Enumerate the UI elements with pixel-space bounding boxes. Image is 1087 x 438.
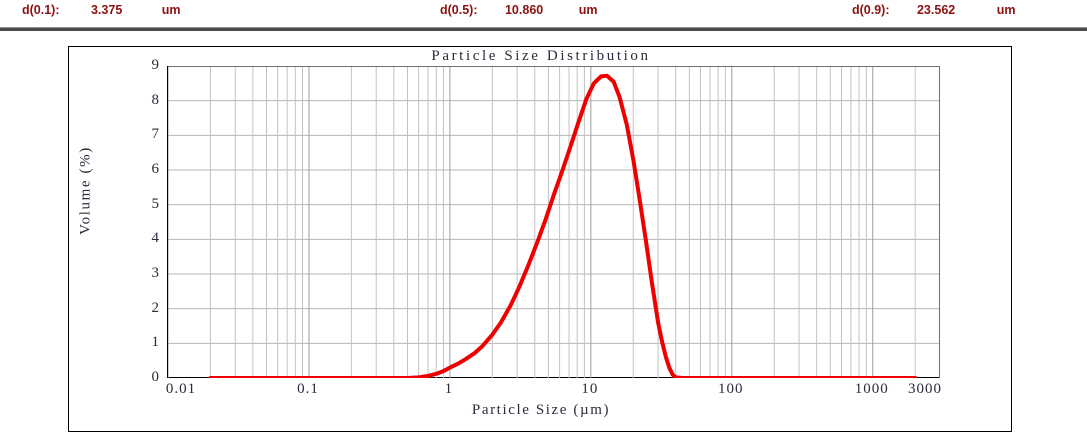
y-axis-title: Volume (%) (77, 146, 94, 235)
x-tick-label: 100 (718, 381, 744, 397)
x-tick-label: 1 (444, 381, 454, 397)
y-tick-label: 1 (151, 334, 160, 351)
stat-d50-unit: um (578, 3, 598, 17)
stat-d10-unit: um (161, 3, 181, 17)
stat-d50: d(0.5): 10.860 um (440, 3, 597, 17)
stat-d90-value: 23.562 (916, 3, 956, 17)
chart-frame: Particle Size Distribution Volume (%) Pa… (68, 46, 1012, 432)
stat-d50-value: 10.860 (504, 3, 544, 17)
y-tick-label: 4 (151, 230, 160, 247)
chart-title: Particle Size Distribution (431, 48, 651, 64)
stat-d50-label: d(0.5): (440, 3, 478, 17)
y-tick-label: 2 (151, 299, 160, 316)
statistics-header: d(0.1): 3.375 um d(0.5): 10.860 um d(0.9… (0, 0, 1087, 26)
x-tick-label: 0.1 (297, 381, 319, 397)
x-tick-label: 1000 (854, 381, 889, 397)
y-tick-label: 5 (151, 195, 160, 212)
y-tick-label: 6 (151, 161, 160, 177)
x-tick-label: 10 (581, 381, 599, 397)
plot-area (167, 66, 940, 378)
header-divider (0, 27, 1087, 31)
x-tick-label: 0.01 (165, 381, 197, 397)
y-tick-label: 7 (151, 126, 160, 143)
stat-d10-label: d(0.1): (22, 3, 60, 17)
y-tick-label: 3 (151, 265, 160, 281)
x-tick-label: 3000 (908, 381, 942, 397)
distribution-plot (168, 66, 940, 378)
y-tick-label: 8 (151, 91, 160, 108)
stat-d10-value: 3.375 (90, 3, 123, 17)
y-tick-label: 9 (151, 57, 160, 73)
stat-d90-unit: um (996, 3, 1016, 17)
y-tick-label: 0 (151, 369, 160, 385)
stat-d10: d(0.1): 3.375 um (22, 3, 181, 17)
stat-d90-label: d(0.9): (852, 3, 890, 17)
x-axis-title: Particle Size (µm) (471, 402, 611, 418)
stat-d90: d(0.9): 23.562 um (852, 3, 1015, 17)
